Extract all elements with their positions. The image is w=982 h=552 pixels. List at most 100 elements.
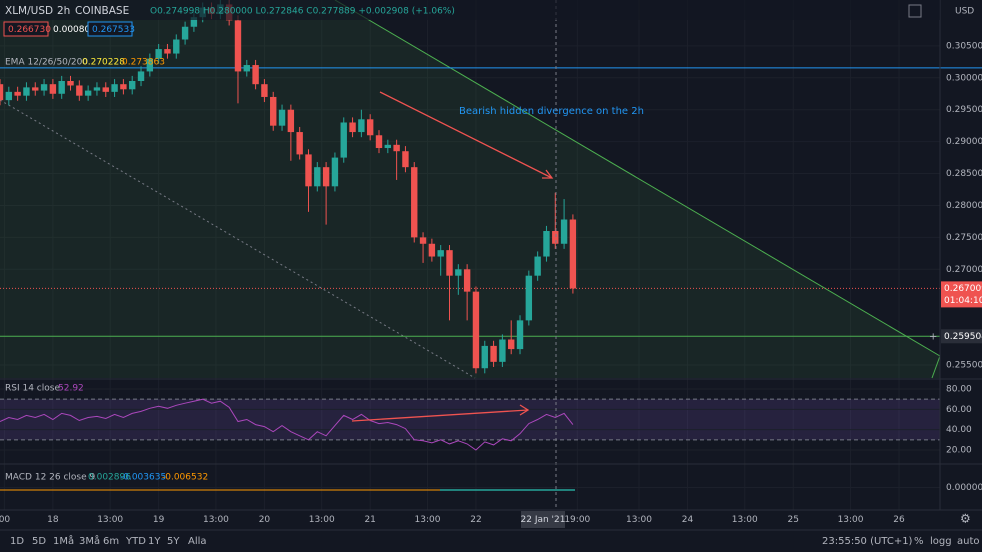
interval[interactable]: 2h	[57, 5, 70, 17]
candle-body	[58, 81, 65, 94]
ask-box[interactable]	[87, 21, 133, 37]
percent-toggle[interactable]: %	[914, 536, 924, 547]
rsi-band	[0, 399, 940, 440]
candle-body	[155, 49, 162, 59]
candle-body	[129, 81, 136, 90]
candle-body	[5, 91, 13, 101]
candle-body	[455, 269, 462, 276]
candle-body	[278, 109, 286, 126]
x-tick-label: 13:00	[203, 515, 229, 525]
candle-body	[463, 269, 471, 292]
range-button[interactable]: 5Y	[167, 536, 180, 547]
candle-body	[120, 84, 127, 90]
candle-body	[49, 84, 57, 94]
candle-body	[437, 250, 444, 257]
candle-body	[358, 119, 365, 133]
candle-body	[525, 275, 533, 321]
candle-body	[243, 65, 250, 72]
dotted-trend	[0, 99, 476, 379]
last-price-box	[941, 281, 982, 308]
last-price: 0.267009	[944, 284, 982, 294]
candle-body	[569, 219, 577, 289]
arrow-head	[542, 169, 554, 179]
candle-body	[552, 231, 559, 244]
candle-body	[14, 91, 21, 96]
x-tick-label: 13:00	[309, 515, 335, 525]
candle-body	[534, 256, 541, 276]
candle-body	[543, 231, 550, 257]
x-tick-label: 22	[470, 515, 481, 525]
rsi-line	[0, 398, 574, 451]
marks-layer	[0, 0, 982, 451]
rsi-label: RSI 14 close	[5, 384, 60, 394]
level-label: 0.259504	[944, 332, 982, 342]
annotation: Bearish hidden divergence on the 2h	[459, 106, 644, 117]
log-toggle[interactable]: logg	[930, 536, 952, 547]
candle-body	[146, 58, 154, 72]
candle-body	[76, 85, 83, 96]
candle-body	[287, 109, 295, 133]
ema-value: 0.270228	[82, 58, 125, 68]
candle-body	[93, 87, 101, 91]
x-tick-label: 20	[259, 515, 271, 525]
y-tick-label: 20.00	[946, 445, 972, 455]
ask: 0.267533	[92, 25, 135, 35]
candle-body	[102, 87, 109, 92]
x-tick-label: 19	[153, 515, 165, 525]
range-button[interactable]: 6m	[103, 536, 119, 547]
bid-box[interactable]	[3, 21, 49, 37]
candle-body	[252, 65, 259, 85]
candle-body	[490, 345, 497, 362]
candle-body	[560, 219, 568, 244]
settings-icon[interactable]: ⚙	[960, 512, 971, 526]
candle-body	[137, 71, 145, 81]
arrow-head	[519, 404, 530, 416]
x-tick-label: 13:00	[732, 515, 758, 525]
range-button[interactable]: 1Y	[148, 536, 161, 547]
candle-body	[499, 339, 506, 362]
range-button[interactable]: 3Må	[79, 534, 100, 547]
x-tick-label: 13:00	[838, 515, 864, 525]
range-button[interactable]: Alla	[188, 536, 207, 547]
candle-body	[84, 90, 92, 96]
range-button[interactable]: 1D	[10, 536, 24, 547]
candle-body	[173, 39, 180, 54]
currency: USD	[955, 7, 974, 17]
toolbar: 1D 5D 1Må 3Må 6m YTD 1Y 5Y Alla	[10, 534, 207, 547]
x-tick-label: 19:00	[564, 515, 590, 525]
candle-body	[331, 157, 339, 187]
range-button[interactable]: 5D	[32, 536, 46, 547]
trend-line-end	[931, 355, 941, 379]
trend-line	[334, 0, 941, 357]
header-bg	[0, 0, 940, 20]
range-button[interactable]: 1Må	[53, 534, 74, 547]
candle-body	[340, 122, 347, 158]
candle-body	[234, 20, 242, 72]
x-tick-label: 21	[364, 515, 375, 525]
symbol[interactable]: XLM/USD	[5, 5, 53, 17]
x-tick-label: 18	[47, 515, 59, 525]
candle-body	[411, 167, 418, 238]
range-button[interactable]: YTD	[125, 536, 146, 547]
auto-toggle[interactable]: auto	[957, 536, 980, 547]
candle-body	[270, 96, 277, 126]
exchange: COINBASE	[75, 5, 129, 17]
candle-body	[508, 339, 515, 350]
x-tick-label: 25	[788, 515, 799, 525]
scroll-button[interactable]	[908, 4, 922, 18]
candle-body	[481, 345, 488, 369]
rsi-last: 52.92	[58, 384, 84, 394]
candle-body	[40, 84, 48, 91]
candle-body	[375, 135, 383, 149]
candle-body	[23, 87, 30, 96]
candle-body	[402, 151, 409, 168]
candle-body	[349, 122, 356, 133]
